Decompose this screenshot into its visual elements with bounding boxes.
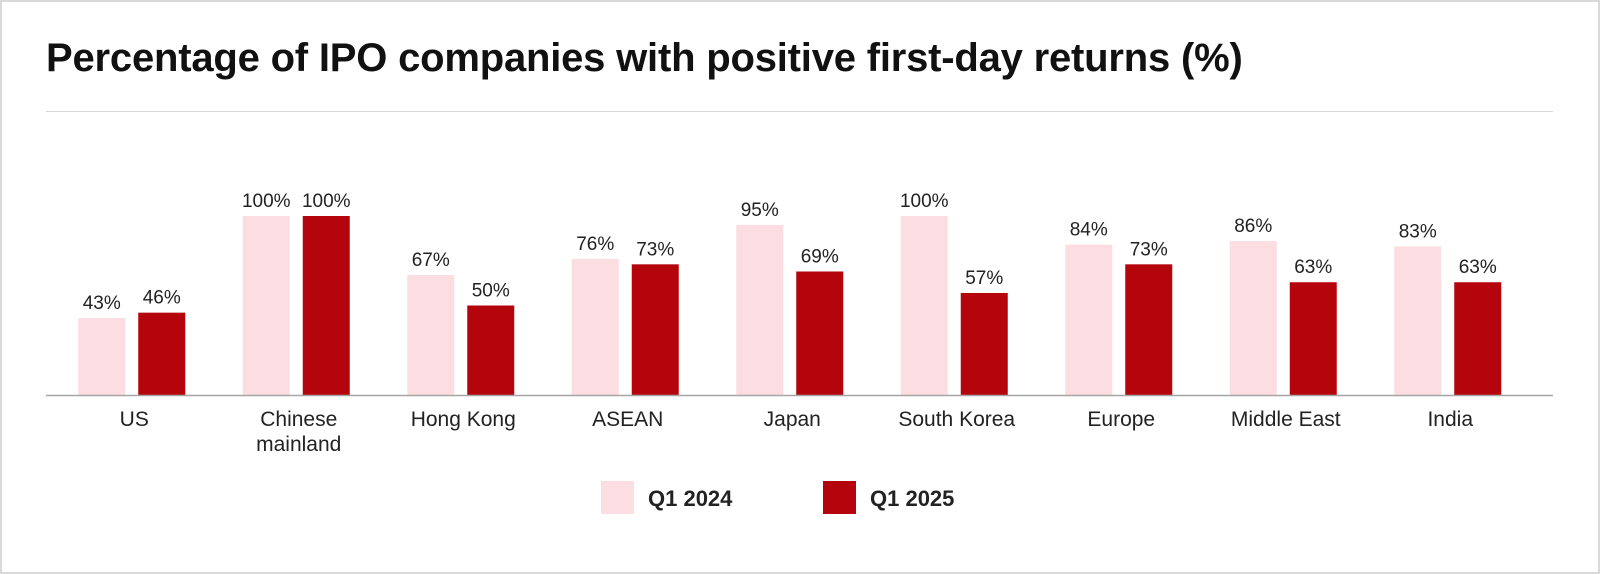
data-label: 63% (1459, 257, 1497, 278)
data-label: 63% (1294, 257, 1332, 278)
bar-q1-2025 (138, 312, 186, 395)
data-label: 57% (965, 268, 1003, 289)
bar-q1-2024 (900, 216, 948, 395)
title-divider (46, 111, 1553, 112)
bar-q1-2024 (407, 275, 455, 395)
bar-q1-2024 (1229, 241, 1277, 395)
data-label: 76% (576, 234, 614, 255)
bar-q1-2024 (1394, 246, 1442, 395)
data-label: 69% (801, 246, 839, 267)
data-label: 86% (1234, 216, 1272, 237)
legend-swatch (601, 481, 634, 514)
data-label: 50% (472, 281, 510, 302)
data-label: 43% (83, 293, 121, 314)
bar-q1-2024 (242, 216, 290, 395)
legend-swatch (823, 481, 856, 514)
bar-q1-2025 (302, 216, 350, 395)
chart-title: Percentage of IPO companies with positiv… (46, 36, 1243, 80)
legend-label: Q1 2025 (870, 486, 954, 511)
category-label: Japan (764, 408, 821, 431)
category-label: Europe (1087, 408, 1155, 431)
category-label: Middle East (1231, 408, 1341, 431)
data-label: 73% (1130, 239, 1168, 260)
category-label: Hong Kong (411, 408, 516, 431)
data-label: 67% (412, 250, 450, 271)
bar-q1-2024 (78, 318, 126, 395)
category-label: India (1427, 408, 1473, 431)
bar-q1-2025 (467, 305, 515, 395)
category-label: South Korea (898, 408, 1015, 431)
category-label: Chinese (260, 408, 337, 431)
data-label: 100% (900, 191, 949, 212)
data-label: 95% (741, 200, 779, 221)
bar-q1-2025 (1454, 282, 1502, 395)
bar-q1-2024 (571, 258, 619, 395)
data-label: 100% (242, 191, 291, 212)
bar-q1-2024 (1065, 244, 1113, 395)
bar-q1-2025 (960, 292, 1008, 395)
bar-q1-2025 (1289, 282, 1337, 395)
data-label: 100% (302, 191, 351, 212)
bar-q1-2024 (736, 224, 784, 395)
bar-q1-2025 (1125, 264, 1173, 395)
data-label: 73% (636, 239, 674, 260)
bar-q1-2025 (796, 271, 844, 395)
category-label: ASEAN (592, 408, 663, 431)
data-label: 46% (143, 288, 181, 309)
legend-label: Q1 2024 (648, 486, 733, 511)
category-label: mainland (256, 433, 341, 456)
data-label: 83% (1399, 221, 1437, 242)
bar-q1-2025 (631, 264, 679, 395)
data-label: 84% (1070, 220, 1108, 241)
category-label: US (120, 408, 149, 431)
